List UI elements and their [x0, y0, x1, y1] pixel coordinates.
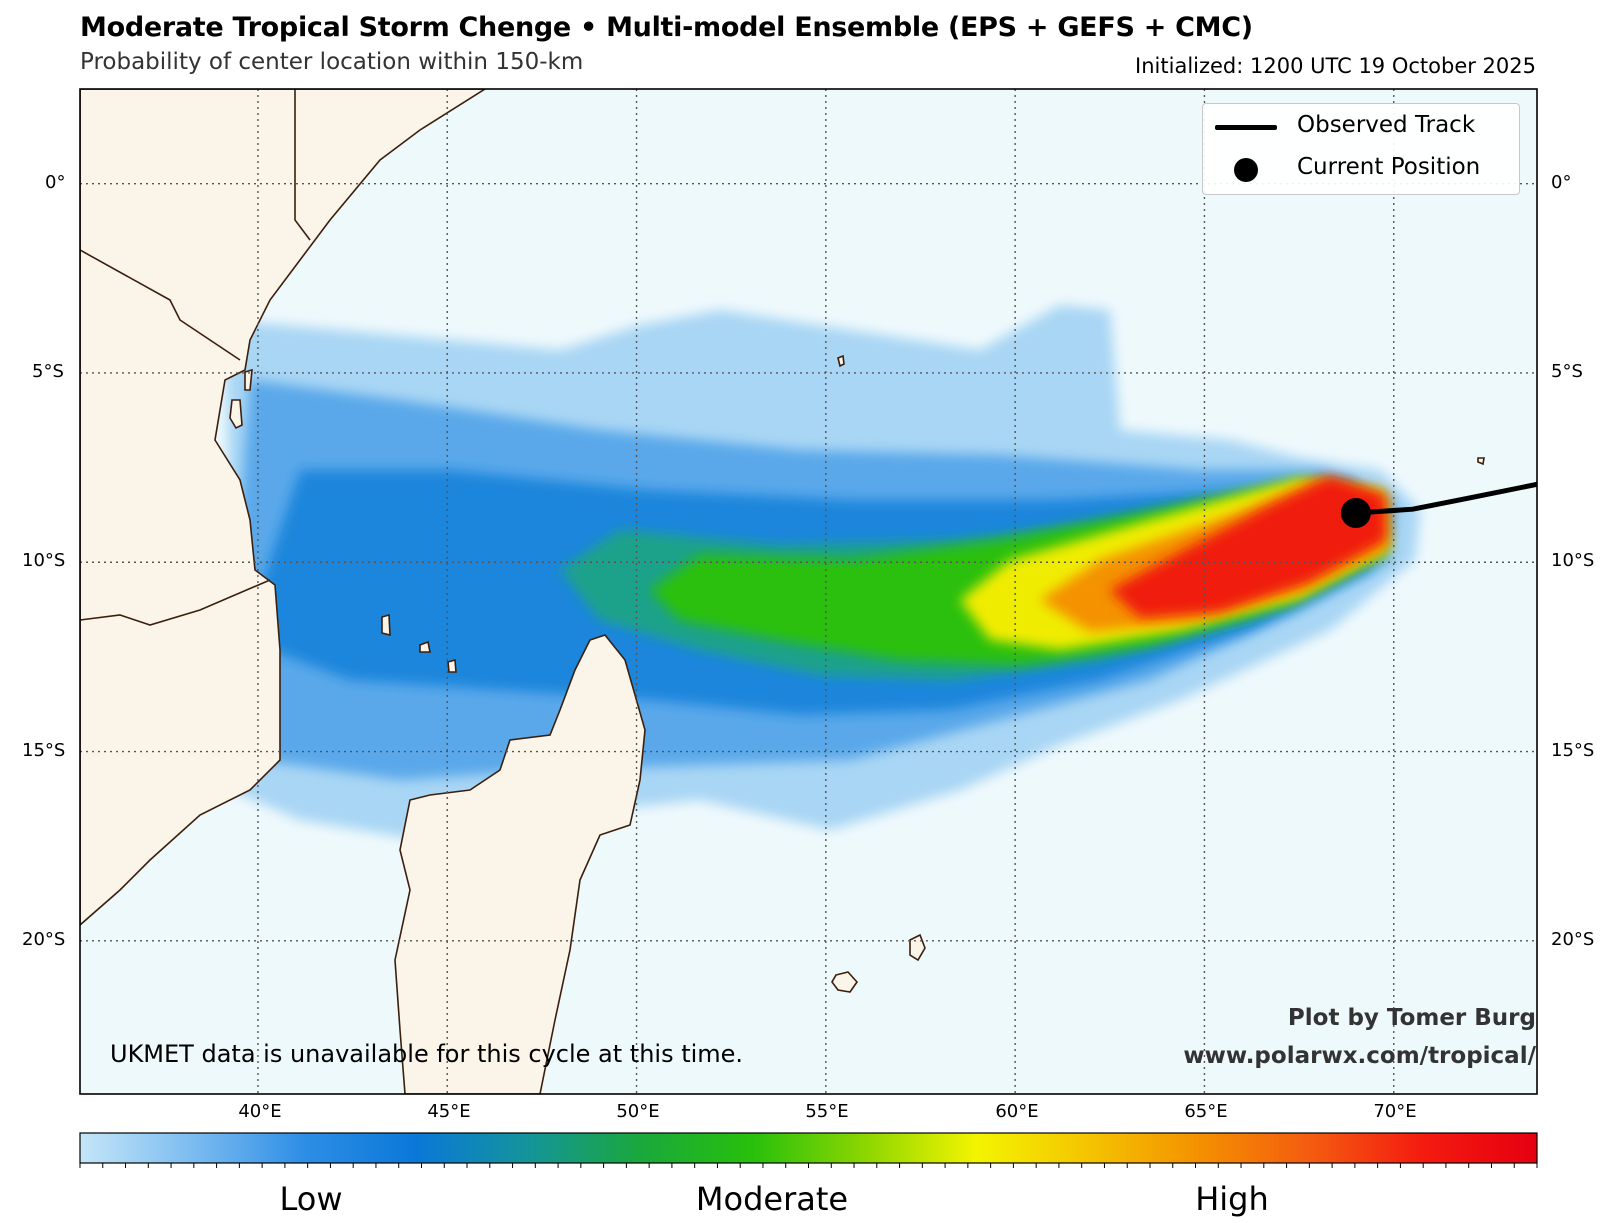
reunion-island [831, 971, 859, 993]
lat-label-right-5s: 5°S [1551, 361, 1583, 382]
lon-label-50e: 50°E [616, 1101, 660, 1122]
africa-land [80, 89, 487, 927]
lon-label-45e: 45°E [427, 1101, 471, 1122]
plot-frame [79, 88, 1538, 1095]
credit-author: Plot by Tomer Burg [1287, 1005, 1536, 1031]
pemba-island [229, 399, 243, 430]
madagascar-land [394, 634, 646, 1094]
comoros-2 [419, 640, 431, 653]
current-position-marker [1340, 498, 1371, 529]
seychelles-island [837, 354, 845, 368]
lon-label-65e: 65°E [1184, 1101, 1228, 1122]
zanzibar-island [244, 368, 253, 391]
lat-label-right-15s: 15°S [1551, 740, 1595, 761]
ukmet-note: UKMET data is unavailable for this cycle… [110, 1040, 744, 1068]
map-legend: Observed Track Current Position [1202, 103, 1520, 195]
lat-label-left-15s: 15°S [22, 740, 66, 761]
swath-red [1110, 476, 1386, 618]
africa-border-south [80, 579, 271, 626]
colorbar-ticks [79, 1163, 1538, 1168]
colorbar-label-moderate: Moderate [695, 1180, 849, 1218]
lat-label-right-10s: 10°S [1551, 550, 1595, 571]
colorbar-label-high: High [1195, 1180, 1269, 1218]
lat-label-left-20s: 20°S [22, 929, 66, 950]
lon-label-60e: 60°E [995, 1101, 1039, 1122]
observed-track-line [1353, 481, 1537, 516]
legend-label-observed-track: Observed Track [1297, 112, 1476, 138]
africa-border-north [294, 89, 311, 241]
comoros-1 [381, 613, 391, 637]
land-masses [80, 89, 1485, 1094]
legend-label-current-position: Current Position [1297, 154, 1481, 180]
lat-label-right-0: 0° [1551, 172, 1572, 193]
current-position-swatch [1234, 158, 1258, 182]
comoros-3 [447, 658, 457, 673]
chagos-island [1477, 457, 1485, 466]
chart-subtitle: Probability of center location within 15… [80, 49, 584, 75]
legend-item-current-position: Current Position [1203, 150, 1519, 186]
africa-coast-inner [80, 249, 241, 361]
lon-label-70e: 70°E [1373, 1101, 1417, 1122]
lon-label-40e: 40°E [238, 1101, 282, 1122]
lat-label-left-5s: 5°S [32, 361, 64, 382]
credit-url: www.polarwx.com/tropical/ [1183, 1043, 1536, 1069]
lon-label-55e: 55°E [805, 1101, 849, 1122]
colorbar [79, 1132, 1538, 1164]
probability-swath [80, 305, 1420, 840]
track-line-swatch [1215, 125, 1277, 130]
lat-label-left-0: 0° [45, 172, 66, 193]
colorbar-label-low: Low [279, 1180, 343, 1218]
lat-label-right-20s: 20°S [1551, 929, 1595, 950]
lat-label-left-10s: 10°S [22, 550, 66, 571]
initialized-time: Initialized: 1200 UTC 19 October 2025 [1135, 54, 1536, 78]
legend-item-observed-track: Observed Track [1203, 108, 1519, 144]
chart-title: Moderate Tropical Storm Chenge • Multi-m… [80, 12, 1253, 43]
